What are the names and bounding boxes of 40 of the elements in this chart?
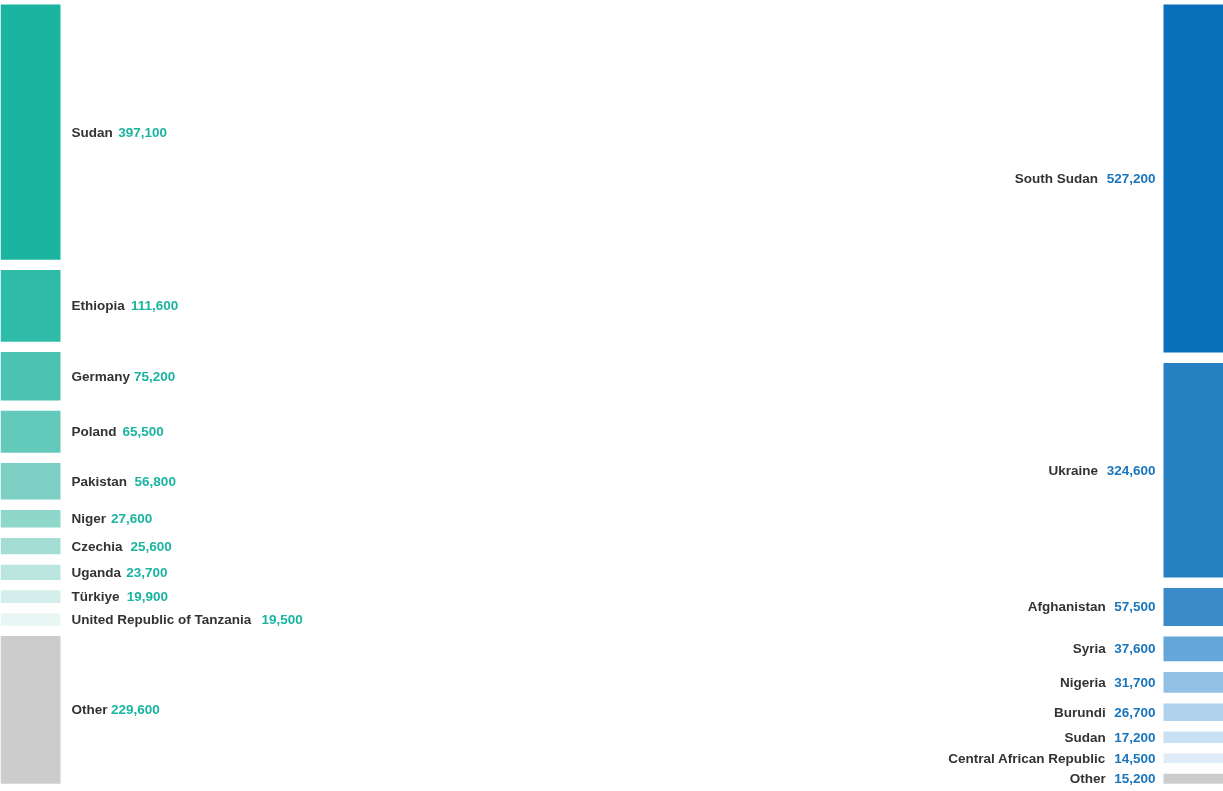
category-label: Nigeria [1060,674,1107,690]
category-label: Afghanistan [1027,599,1106,615]
category-label: Ethiopia [71,298,126,314]
category-label: Syria [1072,641,1107,657]
data-label: 19,900 [126,589,168,605]
category-label: Poland [71,424,117,440]
data-label: 397,100 [118,124,168,140]
category-label: Türkiye [71,589,121,605]
category-label: Germany [71,368,131,384]
data-label: 23,700 [126,564,168,580]
category-label: Niger [71,511,107,527]
category-label: Uganda [71,564,122,580]
data-label: 324,600 [1106,462,1156,478]
data-label: 25,600 [130,538,172,554]
category-label: South Sudan [1014,170,1098,186]
category-label: Other [1069,771,1107,787]
category-label: Pakistan [71,473,128,489]
category-label: Other [71,702,109,718]
data-label: 17,200 [1114,729,1156,745]
category-label: Ukraine [1048,462,1099,478]
category-label: Czechia [71,538,124,554]
category-label: Sudan [1064,729,1106,745]
data-label: 14,500 [1114,750,1156,766]
data-label: 15,200 [1114,771,1156,787]
data-label: 19,500 [261,612,303,628]
data-label: 75,200 [134,368,176,384]
data-label: 31,700 [1114,674,1156,690]
data-label: 57,500 [1114,599,1156,615]
data-label: 527,200 [1106,170,1156,186]
data-label: 229,600 [110,702,160,718]
category-label: Sudan [71,124,113,140]
data-label: 111,600 [130,298,179,314]
category-label: Burundi [1054,704,1106,720]
data-label: 56,800 [134,473,176,489]
data-label: 27,600 [110,511,153,527]
data-label: 65,500 [122,424,164,440]
data-label: 26,700 [1114,704,1156,720]
category-label: Central African Republic [948,750,1106,766]
data-label: 37,600 [1114,641,1156,657]
category-label: United Republic of Tanzania [71,612,252,628]
